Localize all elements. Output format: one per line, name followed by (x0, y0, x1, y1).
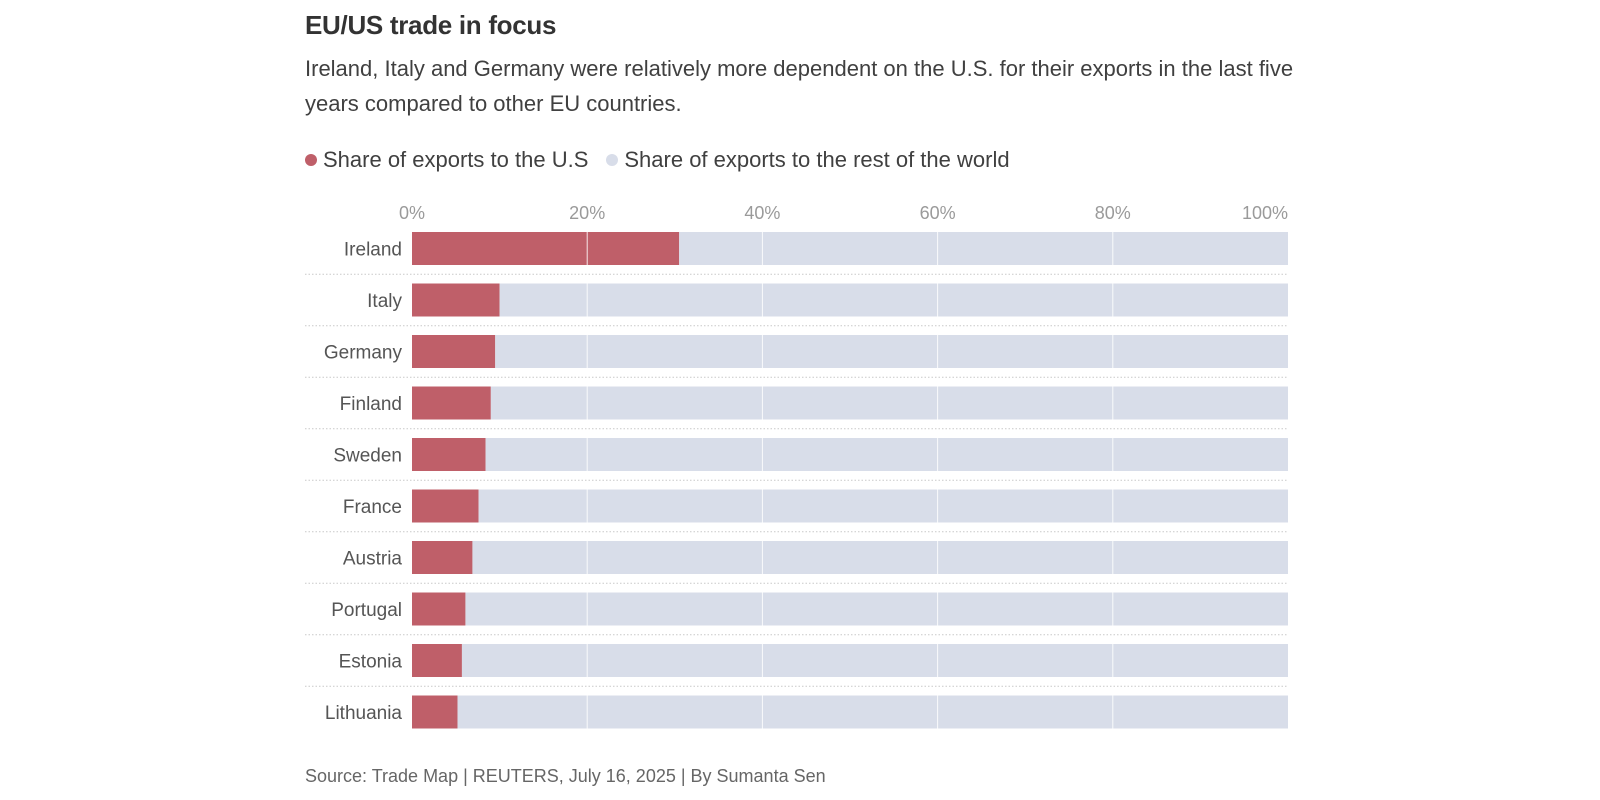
bar-lithuania-rest-of-world (457, 695, 1288, 729)
legend-item-us: Share of exports to the U.S (305, 147, 588, 173)
bar-finland-us (412, 386, 491, 420)
bar-estonia-rest-of-world (461, 644, 1288, 677)
legend-label-rest-of-world: Share of exports to the rest of the worl… (624, 147, 1010, 172)
bar-portugal-rest-of-world (465, 592, 1288, 626)
bars (412, 232, 1289, 729)
x-tick-label-40: 40% (744, 203, 780, 223)
bar-france-us (412, 489, 479, 523)
bar-lithuania-us (412, 695, 458, 729)
category-label-estonia: Estonia (339, 652, 403, 673)
legend-item-rest-of-world: Share of exports to the rest of the worl… (606, 147, 1010, 173)
category-label-germany: Germany (324, 343, 403, 364)
source-note: Source: Trade Map | REUTERS, July 16, 20… (305, 766, 826, 786)
bar-ireland-rest-of-world (679, 232, 1288, 265)
x-tick-label-60: 60% (920, 203, 956, 223)
bar-sweden-rest-of-world (485, 438, 1289, 471)
x-axis-ticks: 0% 20% 40% 60% 80% 100% (399, 203, 1288, 223)
category-labels: Ireland Italy Germany Finland Sweden France Au… (324, 240, 403, 725)
bar-italy-us (412, 283, 500, 317)
bar-france-rest-of-world (478, 489, 1289, 523)
category-label-austria: Austria (343, 549, 403, 570)
category-label-lithuania: Lithuania (325, 703, 403, 724)
legend-label-us: Share of exports to the U.S (323, 147, 589, 172)
gridlines (586, 232, 1114, 729)
category-label-sweden: Sweden (333, 446, 402, 467)
legend-swatch-rest-of-world (606, 154, 619, 166)
bar-estonia-us (412, 644, 462, 677)
x-tick-label-100: 100% (1242, 203, 1288, 223)
category-label-france: France (343, 497, 402, 518)
row-separators (305, 273, 1288, 687)
bar-finland-rest-of-world (490, 386, 1289, 420)
bar-austria-rest-of-world (472, 541, 1288, 574)
bar-germany-rest-of-world (495, 335, 1289, 368)
x-tick-label-80: 80% (1095, 203, 1131, 223)
bar-chart: 0% 20% 40% 60% 80% 100% Ireland Italy Germany Fi… (305, 203, 1289, 729)
bar-ireland-us (412, 232, 680, 265)
bar-sweden-us (412, 438, 486, 471)
legend: Share of exports to the U.S Share of exp… (305, 144, 1028, 176)
x-tick-label-0: 0% (399, 203, 425, 223)
category-label-finland: Finland (340, 394, 402, 415)
chart-title: EU/US trade in focus (305, 10, 557, 40)
legend-swatch-us (305, 154, 317, 166)
category-label-portugal: Portugal (331, 600, 402, 621)
category-label-ireland: Ireland (344, 240, 402, 261)
category-label-italy: Italy (367, 291, 402, 312)
bar-italy-rest-of-world (499, 283, 1289, 317)
chart-subtitle: Ireland, Italy and Germany were relative… (305, 56, 1294, 116)
bar-austria-us (412, 541, 473, 574)
bar-portugal-us (412, 592, 466, 626)
x-tick-label-20: 20% (569, 203, 605, 223)
bar-germany-us (412, 335, 496, 368)
